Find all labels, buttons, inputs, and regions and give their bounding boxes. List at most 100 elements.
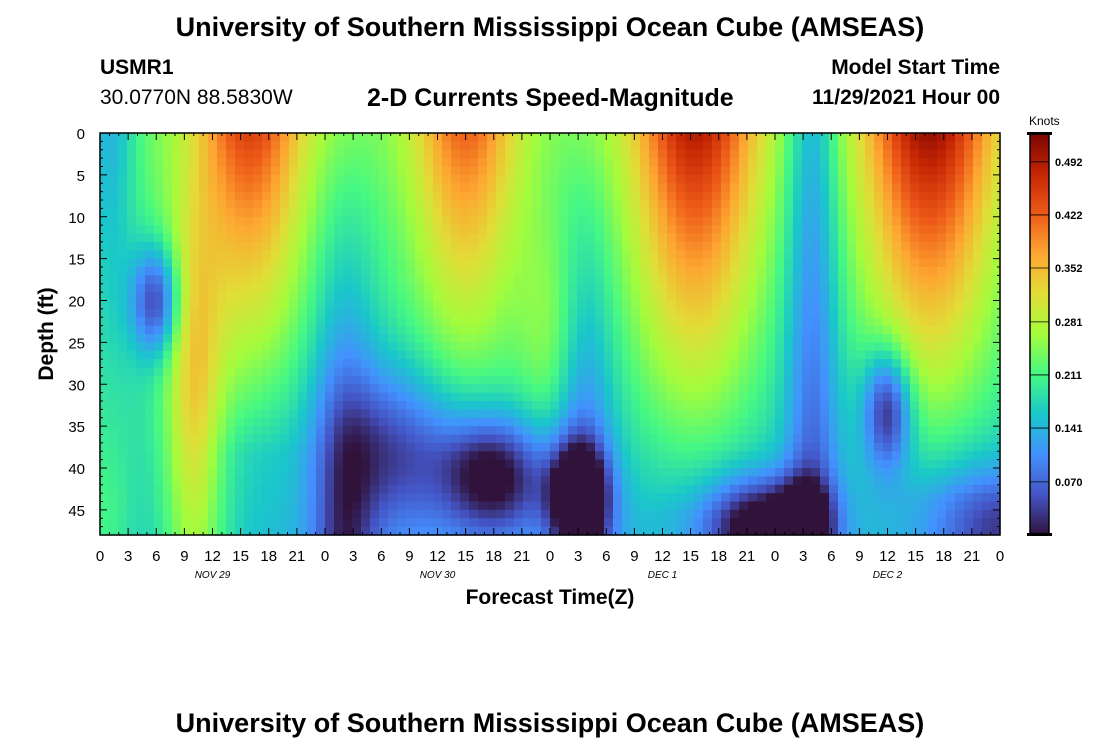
heatmap-cell (397, 501, 407, 511)
heatmap-cell (604, 275, 614, 285)
heatmap-cell (757, 476, 767, 486)
heatmap-cell (145, 141, 155, 151)
heatmap-cell (154, 350, 164, 360)
heatmap-cell (991, 183, 1001, 193)
heatmap-cell (568, 267, 578, 276)
heatmap-cell (154, 401, 164, 410)
heatmap-cell (316, 367, 326, 377)
heatmap-cell (244, 208, 254, 218)
heatmap-cell (793, 191, 803, 201)
heatmap-cell (532, 359, 542, 369)
heatmap-cell (370, 317, 380, 327)
heatmap-cell (811, 292, 821, 302)
heatmap-cell (739, 283, 749, 293)
heatmap-cell (172, 275, 182, 285)
heatmap-cell (298, 442, 308, 452)
heatmap-cell (424, 342, 434, 352)
heatmap-cell (415, 350, 425, 360)
heatmap-cell (856, 484, 866, 494)
heatmap-cell (550, 233, 560, 243)
heatmap-cell (253, 283, 263, 293)
heatmap-cell (856, 250, 866, 260)
heatmap-cell (838, 459, 848, 469)
heatmap-cell (298, 434, 308, 444)
heatmap-cell (721, 342, 731, 352)
heatmap-cell (892, 158, 902, 168)
heatmap-cell (649, 174, 659, 184)
heatmap-cell (118, 166, 128, 176)
heatmap-cell (685, 283, 695, 293)
heatmap-cell (946, 241, 956, 251)
heatmap-cell (676, 191, 686, 201)
heatmap-cell (199, 183, 209, 193)
heatmap-cell (424, 149, 434, 159)
heatmap-cell (433, 141, 443, 151)
heatmap-cell (775, 451, 785, 461)
heatmap-cell (649, 367, 659, 377)
heatmap-cell (775, 468, 785, 477)
heatmap-cell (703, 334, 713, 343)
heatmap-cell (379, 484, 389, 494)
heatmap-cell (847, 384, 857, 394)
heatmap-cell (910, 250, 920, 260)
heatmap-cell (838, 308, 848, 318)
heatmap-cell (496, 493, 506, 503)
heatmap-cell (541, 359, 551, 369)
heatmap-cell (595, 283, 605, 293)
heatmap-cell (703, 426, 713, 436)
heatmap-cell (811, 317, 821, 327)
heatmap-cell (766, 241, 776, 251)
heatmap-cell (694, 174, 704, 184)
heatmap-cell (757, 493, 767, 503)
heatmap-cell (235, 417, 245, 427)
heatmap-cell (937, 401, 947, 410)
heatmap-cell (388, 275, 398, 285)
heatmap-cell (865, 468, 875, 477)
heatmap-cell (667, 526, 677, 536)
heatmap-cell (883, 174, 893, 184)
heatmap-cell (667, 308, 677, 318)
heatmap-cell (541, 509, 551, 519)
heatmap-cell (478, 149, 488, 159)
heatmap-cell (172, 258, 182, 268)
heatmap-cell (334, 484, 344, 494)
heatmap-cell (820, 409, 830, 419)
heatmap-cell (523, 208, 533, 218)
heatmap-cell (748, 191, 758, 201)
heatmap-cell (784, 375, 794, 385)
heatmap-cell (307, 476, 317, 486)
heatmap-cell (109, 509, 119, 519)
heatmap-cell (568, 526, 578, 536)
heatmap-cell (910, 158, 920, 168)
heatmap-cell (271, 392, 281, 402)
heatmap-cell (694, 283, 704, 293)
heatmap-cell (613, 518, 623, 528)
heatmap-cell (973, 384, 983, 394)
heatmap-cell (442, 518, 452, 528)
heatmap-cell (217, 384, 227, 394)
heatmap-cell (163, 308, 173, 318)
heatmap-cell (136, 442, 146, 452)
heatmap-cell (181, 484, 191, 494)
heatmap-cell (397, 317, 407, 327)
heatmap-cell (262, 200, 272, 209)
heatmap-cell (307, 200, 317, 209)
heatmap-cell (856, 509, 866, 519)
heatmap-cell (433, 317, 443, 327)
heatmap-cell (325, 267, 335, 276)
heatmap-cell (973, 501, 983, 511)
heatmap-cell (100, 459, 110, 469)
heatmap-cell (550, 241, 560, 251)
heatmap-cell (280, 308, 290, 318)
heatmap-cell (955, 200, 965, 209)
heatmap-cell (955, 191, 965, 201)
heatmap-cell (874, 250, 884, 260)
heatmap-cell (829, 166, 839, 176)
heatmap-cell (190, 434, 200, 444)
heatmap-cell (595, 334, 605, 343)
heatmap-cell (424, 233, 434, 243)
heatmap-cell (487, 149, 497, 159)
heatmap-cell (406, 442, 416, 452)
heatmap-cell (271, 225, 281, 235)
heatmap-cell (460, 258, 470, 268)
